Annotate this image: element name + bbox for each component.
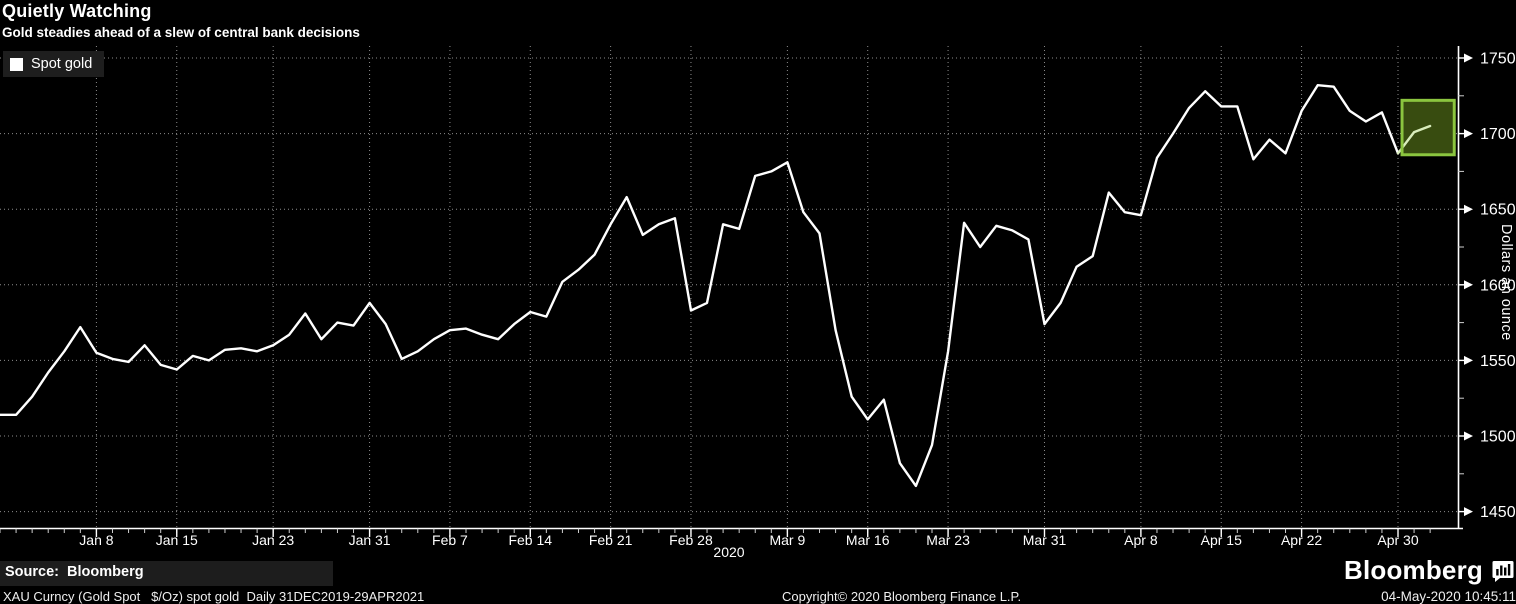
y-axis-title: Dollars an ounce [1498, 224, 1514, 341]
svg-text:1700: 1700 [1480, 126, 1516, 143]
svg-text:1450: 1450 [1480, 504, 1516, 521]
svg-text:Apr 15: Apr 15 [1201, 532, 1242, 548]
y-gridlines [0, 57, 1458, 513]
svg-text:1650: 1650 [1480, 202, 1516, 219]
security-description: XAU Curncy (Gold Spot $/Oz) spot gold Da… [3, 589, 425, 604]
svg-text:Feb 21: Feb 21 [589, 532, 633, 548]
chart-title: Quietly Watching [2, 1, 152, 21]
svg-text:Jan 31: Jan 31 [349, 532, 391, 548]
svg-text:Mar 9: Mar 9 [769, 532, 805, 548]
svg-text:Jan 15: Jan 15 [156, 532, 198, 548]
chart-subtitle: Gold steadies ahead of a slew of central… [2, 25, 360, 40]
svg-text:Feb 28: Feb 28 [669, 532, 713, 548]
svg-text:Mar 31: Mar 31 [1023, 532, 1067, 548]
svg-text:1750: 1750 [1480, 51, 1516, 68]
bloomberg-logo: Bloomberg [1344, 555, 1514, 586]
legend-label: Spot gold [31, 56, 93, 72]
legend-swatch-icon [10, 57, 23, 71]
source-text: Source: Bloomberg [5, 564, 144, 580]
x-axis-ticks: Jan 8 Jan 15 Jan 23 Jan 31 Feb 7 Feb 14 Feb 21… [0, 528, 1431, 548]
svg-text:Apr 30: Apr 30 [1377, 532, 1418, 548]
x-axis-year-label: 2020 [713, 544, 745, 560]
price-line [0, 83, 1432, 488]
svg-text:Mar 23: Mar 23 [926, 532, 970, 548]
svg-text:Apr 8: Apr 8 [1124, 532, 1158, 548]
svg-text:Feb 14: Feb 14 [508, 532, 552, 548]
svg-text:Mar 16: Mar 16 [846, 532, 890, 548]
source-box: Source: Bloomberg [0, 561, 333, 586]
y-axis-ticks: 1450 1500 1550 1600 1650 1700 1750 [1458, 51, 1516, 521]
axes [0, 46, 1463, 530]
svg-text:1600: 1600 [1480, 277, 1516, 294]
terminal-bars-icon [1492, 560, 1514, 582]
copyright-text: Copyright© 2020 Bloomberg Finance L.P. [782, 589, 1022, 604]
x-gridlines [95, 46, 1399, 527]
svg-text:1500: 1500 [1480, 429, 1516, 446]
highlight-box-border [1400, 98, 1456, 157]
bloomberg-wordmark: Bloomberg [1343, 555, 1483, 585]
svg-text:1550: 1550 [1480, 353, 1516, 370]
svg-text:Apr 22: Apr 22 [1281, 532, 1322, 548]
svg-text:Jan 8: Jan 8 [79, 532, 113, 548]
timestamp: 04-May-2020 10:45:11 [1381, 589, 1516, 604]
svg-text:Feb 7: Feb 7 [432, 532, 468, 548]
svg-text:Jan 23: Jan 23 [252, 532, 294, 548]
legend-spot-gold[interactable]: Spot gold [3, 51, 105, 77]
